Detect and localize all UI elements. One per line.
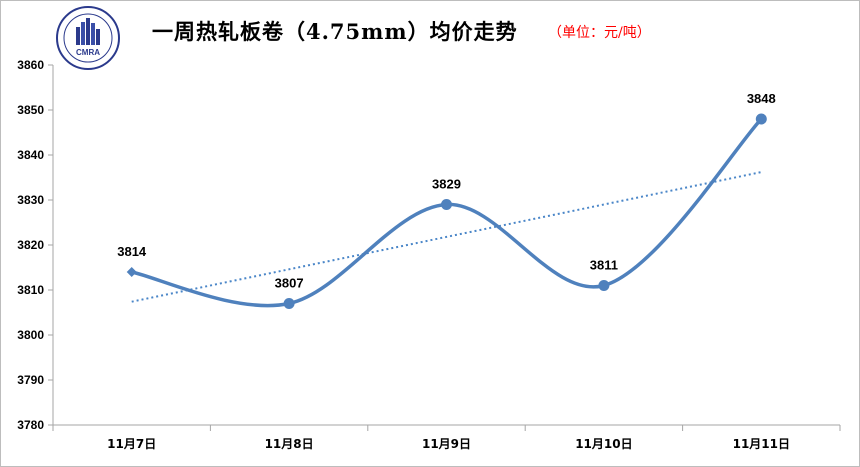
- price-line: [129, 117, 764, 308]
- data-label: 3807: [275, 276, 304, 291]
- data-point: [283, 298, 295, 309]
- trend-line: [131, 171, 762, 303]
- x-tick-label: 11月8日: [265, 437, 314, 451]
- y-tick-label: 3790: [17, 373, 44, 387]
- data-point: [126, 267, 137, 277]
- data-label: 3814: [117, 244, 147, 259]
- data-point: [755, 113, 767, 125]
- y-tick-label: 3830: [17, 193, 44, 207]
- data-label: 3829: [432, 177, 461, 192]
- chart-title: 一周热轧板卷（4.75mm）均价走势: [152, 19, 518, 44]
- y-tick-label: 3780: [17, 418, 44, 432]
- x-tick-label: 11月11日: [733, 437, 790, 451]
- data-label: 3811: [590, 258, 618, 273]
- y-tick-label: 3800: [17, 328, 44, 342]
- cmra-logo: CMRA: [55, 5, 121, 71]
- y-tick-label: 3840: [17, 148, 44, 162]
- data-point: [598, 280, 610, 291]
- x-tick-label: 11月10日: [575, 437, 632, 451]
- data-label: 3848: [747, 91, 776, 106]
- y-tick-label: 3820: [17, 238, 44, 252]
- data-point: [441, 199, 452, 210]
- y-tick-label: 3810: [17, 283, 44, 297]
- y-tick-label: 3850: [17, 103, 44, 117]
- x-tick-label: 11月7日: [107, 437, 156, 451]
- y-tick-label: 3860: [17, 58, 44, 72]
- cmra-logo-emblem: CMRA: [56, 6, 120, 70]
- unit-label: （单位：元/吨）: [548, 25, 651, 41]
- x-tick-label: 11月9日: [422, 437, 471, 451]
- logo-text: CMRA: [76, 48, 100, 57]
